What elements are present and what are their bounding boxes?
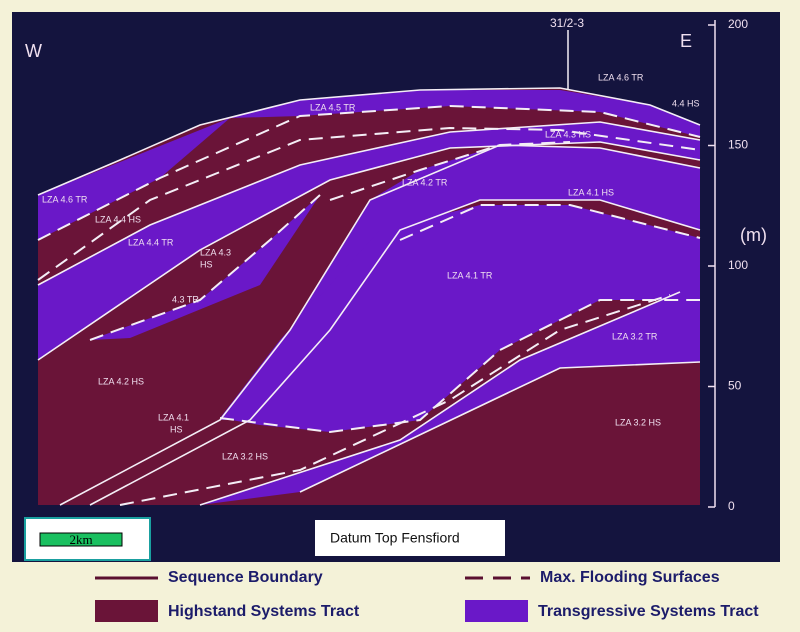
- legend-label: Sequence Boundary: [168, 569, 323, 586]
- legend-label: Highstand Systems Tract: [168, 603, 360, 620]
- flooding-surface: [37, 104, 701, 241]
- flooding-surface: [399, 204, 701, 241]
- flooding-surface: [329, 141, 571, 201]
- tick-label: 150: [728, 138, 748, 152]
- unit-label: LZA 4.1: [158, 412, 189, 422]
- unit-label: HS: [170, 424, 183, 434]
- unit-label: LZA 4.1 HS: [568, 187, 614, 197]
- unit-label: 4.3 TR: [172, 294, 199, 304]
- datum-box: [315, 520, 505, 556]
- well-label: 31/2-3: [550, 16, 584, 30]
- sequence-boundary: [299, 361, 701, 493]
- unit-label: LZA 4.6 TR: [42, 194, 88, 204]
- flooding-surface: [219, 299, 700, 434]
- legend-swatch: [465, 600, 528, 622]
- transgressive-unit: [220, 205, 700, 432]
- scale-bar-label: 2km: [69, 532, 92, 547]
- unit-label: LZA 4.2 TR: [402, 177, 448, 187]
- sequence-boundary: [37, 141, 701, 361]
- unit-label: HS: [200, 259, 213, 269]
- unit-label: LZA 3.2 HS: [222, 451, 268, 461]
- flooding-surface: [37, 126, 701, 281]
- sequence-boundary: [89, 199, 701, 506]
- tick-label: 100: [728, 258, 748, 272]
- transgressive-unit: [38, 122, 700, 360]
- tick-label: 200: [728, 17, 748, 31]
- flooding-surface: [89, 194, 321, 341]
- unit-label: LZA 4.4 HS: [95, 214, 141, 224]
- legend-label: Max. Flooding Surfaces: [540, 569, 720, 586]
- transgressive-unit: [38, 118, 230, 240]
- west-label: W: [25, 41, 42, 61]
- unit-label: LZA 3.2 HS: [615, 417, 661, 427]
- legend-swatch: [95, 600, 158, 622]
- tick-label: 0: [728, 499, 735, 513]
- sequence-boundary: [59, 144, 701, 506]
- unit-label: LZA 4.2 HS: [98, 376, 144, 386]
- unit-label: LZA 3.2 TR: [612, 331, 658, 341]
- axis-unit: (m): [740, 225, 767, 245]
- unit-label: LZA 4.3 HS: [545, 129, 591, 139]
- unit-label: LZA 4.5 TR: [310, 102, 356, 112]
- east-label: E: [680, 31, 692, 51]
- unit-label: LZA 4.6 TR: [598, 72, 644, 82]
- unit-label: LZA 4.4 TR: [128, 237, 174, 247]
- sequence-boundary: [37, 87, 701, 196]
- unit-label: LZA 4.3: [200, 247, 231, 257]
- legend-label: Transgressive Systems Tract: [538, 603, 759, 620]
- sequence-boundary: [37, 121, 701, 286]
- tick-label: 50: [728, 379, 742, 393]
- unit-label: 4.4 HS: [672, 98, 700, 108]
- transgressive-unit: [230, 90, 700, 137]
- flooding-surface: [119, 294, 671, 506]
- transgressive-unit: [200, 292, 700, 505]
- datum-label: Datum Top Fensfiord: [330, 530, 460, 546]
- unit-label: LZA 4.1 TR: [447, 270, 493, 280]
- scale-bar: [39, 532, 123, 547]
- sequence-boundary: [199, 291, 681, 506]
